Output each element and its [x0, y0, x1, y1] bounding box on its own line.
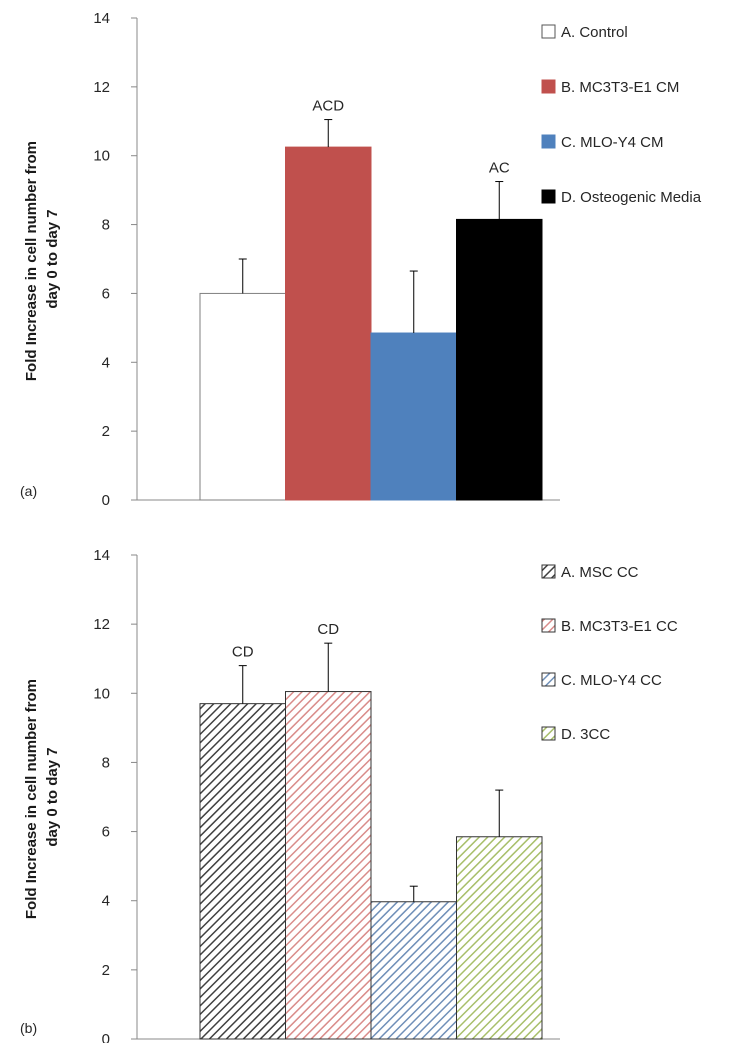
significance-label: CD — [317, 621, 339, 638]
legend-swatch — [541, 672, 556, 687]
bar — [199, 703, 286, 1040]
legend: A. MSC CC B. MC3T3-E1 CC C. MLO-Y4 CC D. 3C… — [541, 564, 678, 743]
y-axis-title-line2: day 0 to day 7 — [44, 747, 61, 846]
y-tick-label: 2 — [102, 962, 110, 979]
bar — [285, 691, 372, 1040]
bar — [456, 836, 543, 1040]
y-tick-label: 12 — [93, 79, 110, 96]
bar — [370, 332, 457, 501]
y-tick-label: 10 — [93, 148, 110, 165]
legend-swatch — [541, 618, 556, 633]
y-axis-ticks: 0 2 4 6 8 10 12 14 — [93, 10, 137, 509]
y-tick-label: 4 — [102, 354, 110, 371]
bar — [370, 901, 457, 1040]
panel-label: (b) — [20, 1020, 37, 1036]
legend-swatch — [541, 79, 556, 94]
bar — [285, 146, 372, 501]
legend: A. Control B. MC3T3-E1 CM C. MLO-Y4 CM D. O… — [541, 24, 702, 206]
panel-b-chart: 0 2 4 6 8 10 12 14 Fold Increase in cell number… — [20, 547, 678, 1043]
legend-label: B. MC3T3-E1 CC — [561, 618, 678, 635]
y-tick-label: 2 — [102, 423, 110, 440]
y-axis-title-line2: day 0 to day 7 — [44, 209, 61, 308]
legend-label: A. Control — [561, 24, 628, 41]
y-axis-title: Fold Increase in cell number from day 0 … — [23, 675, 61, 919]
y-tick-label: 0 — [102, 492, 110, 509]
y-tick-label: 14 — [93, 10, 110, 27]
y-tick-label: 0 — [102, 1031, 110, 1043]
y-tick-label: 4 — [102, 893, 110, 910]
y-axis-ticks: 0 2 4 6 8 10 12 14 — [93, 547, 137, 1043]
y-tick-label: 14 — [93, 547, 110, 564]
y-tick-label: 6 — [102, 285, 110, 302]
legend-swatch — [541, 24, 556, 39]
legend-swatch — [541, 564, 556, 579]
y-axis-title-line1: Fold Increase in cell number from — [23, 141, 40, 381]
legend-label: D. 3CC — [561, 726, 610, 743]
bars: ACD AC — [199, 98, 543, 501]
bar — [456, 218, 543, 501]
significance-label: AC — [489, 160, 510, 177]
legend-label: C. MLO-Y4 CM — [561, 134, 664, 151]
legend-swatch — [541, 134, 556, 149]
y-axis-title: Fold Increase in cell number from day 0 … — [23, 137, 61, 381]
y-axis-title-line1: Fold Increase in cell number from — [23, 679, 40, 919]
legend-label: A. MSC CC — [561, 564, 639, 581]
y-tick-label: 8 — [102, 217, 110, 234]
y-tick-label: 10 — [93, 685, 110, 702]
panel-label: (a) — [20, 483, 37, 499]
y-tick-label: 8 — [102, 754, 110, 771]
legend-label: D. Osteogenic Media — [561, 189, 702, 206]
bars: CD CD — [199, 621, 543, 1040]
legend-swatch — [541, 726, 556, 741]
significance-label: CD — [232, 644, 254, 661]
y-tick-label: 12 — [93, 616, 110, 633]
significance-label: ACD — [312, 98, 344, 115]
y-tick-label: 6 — [102, 824, 110, 841]
legend-label: B. MC3T3-E1 CM — [561, 79, 679, 96]
panel-a-chart: 0 2 4 6 8 10 12 14 Fold Increase in cell number… — [20, 10, 702, 509]
legend-label: C. MLO-Y4 CC — [561, 672, 662, 689]
bar — [199, 292, 286, 501]
legend-swatch — [541, 189, 556, 204]
